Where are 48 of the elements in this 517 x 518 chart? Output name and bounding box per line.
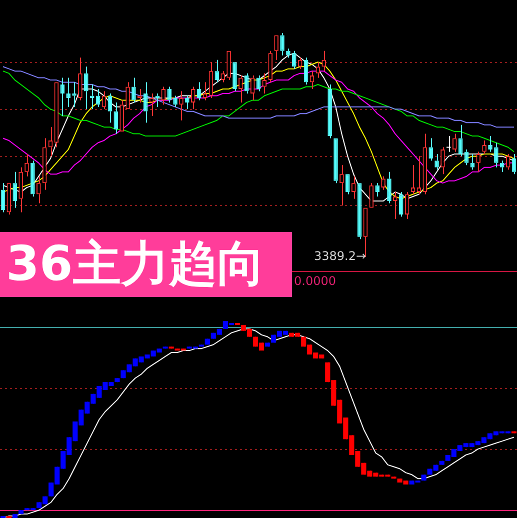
candlestick	[346, 174, 350, 195]
candlestick	[274, 35, 278, 60]
candlestick	[126, 82, 130, 110]
candlestick	[286, 48, 290, 58]
candlestick	[328, 84, 332, 139]
candlestick	[167, 86, 172, 103]
candlestick	[173, 95, 178, 108]
annotation: 3389.2→	[314, 249, 366, 263]
text: 36主力趋向	[0, 232, 292, 297]
candlestick	[268, 50, 273, 83]
candlestick	[316, 62, 320, 78]
candlestick	[488, 136, 492, 152]
candlestick	[500, 160, 504, 172]
candlestick	[280, 32, 284, 56]
candlestick	[138, 88, 142, 103]
candlestick	[238, 75, 243, 103]
candlestick	[476, 151, 481, 172]
candlestick	[387, 171, 392, 204]
candlestick	[66, 77, 70, 108]
candlestick	[114, 102, 118, 134]
candlestick	[185, 95, 190, 110]
candlestick	[102, 90, 106, 110]
candlestick	[398, 192, 404, 218]
candlestick	[84, 66, 88, 110]
candlestick	[244, 72, 249, 94]
candlestick	[18, 166, 23, 213]
candlestick	[494, 142, 498, 168]
candlestick	[262, 72, 267, 94]
candlestick	[108, 92, 112, 124]
candlestick	[428, 138, 433, 162]
candlestick	[12, 171, 17, 208]
candlestick	[36, 176, 41, 204]
candlestick	[434, 153, 439, 170]
candlestick	[90, 84, 94, 110]
candlestick	[292, 50, 296, 70]
candlestick	[440, 146, 445, 175]
candlestick	[120, 100, 124, 132]
candlestick	[24, 153, 29, 177]
candlestick	[375, 182, 380, 198]
candlestick	[190, 86, 196, 110]
candlestick	[155, 92, 160, 108]
candlestick	[132, 77, 136, 103]
candlestick	[446, 136, 452, 152]
text: 0.0000	[294, 274, 336, 288]
candlestick	[30, 160, 35, 198]
candlestick	[381, 176, 386, 190]
candlestick	[78, 57, 82, 101]
candlestick	[340, 164, 344, 206]
